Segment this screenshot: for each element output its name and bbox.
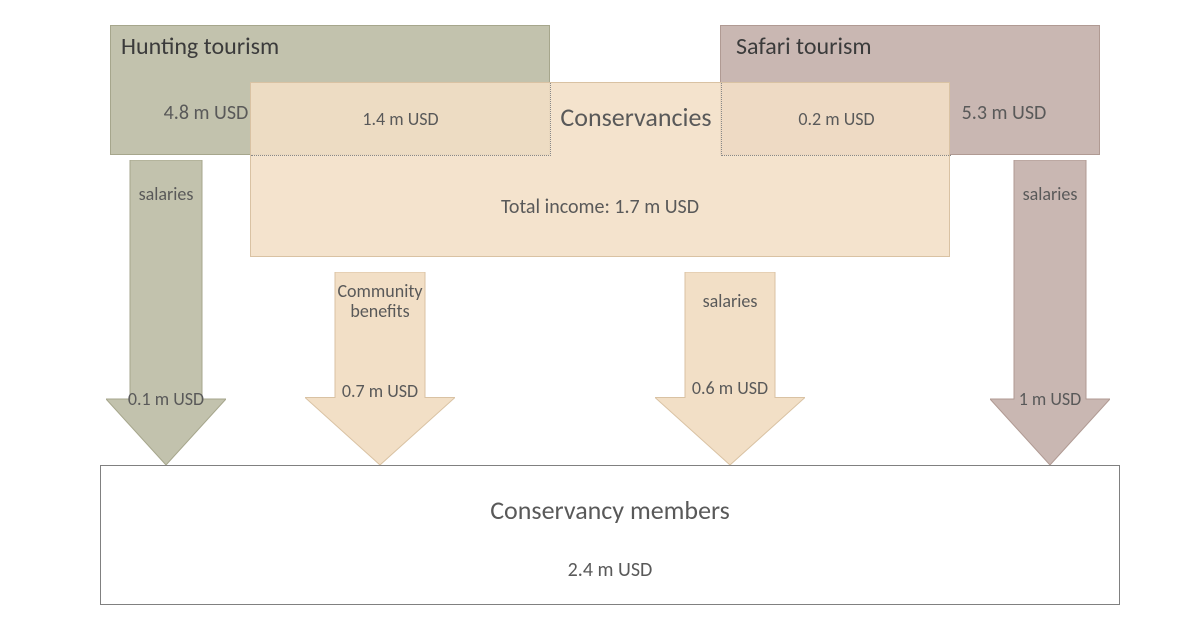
conservancies-box: 1.4 m USD Conservancies 0.2 m USD Total … [250, 82, 950, 257]
members-box: Conservancy members 2.4 m USD [100, 465, 1120, 605]
conservancies-total: Total income: 1.7 m USD [251, 195, 949, 219]
arrow-hunting-salaries-label: salaries [106, 185, 226, 205]
arrow-community-benefits: Community benefits 0.7 m USD [305, 272, 455, 465]
arrow-community-benefits-label: Community benefits [305, 282, 455, 322]
arrow-community-benefits-value: 0.7 m USD [305, 380, 455, 402]
members-value: 2.4 m USD [101, 558, 1119, 582]
conservancies-title: Conservancies [551, 101, 721, 133]
hunting-title: Hunting tourism [121, 32, 279, 61]
arrow-conservancies-salaries-value: 0.6 m USD [655, 377, 805, 399]
arrow-safari-salaries: salaries 1 m USD [990, 160, 1110, 465]
conservancies-from-hunting-value: 1.4 m USD [362, 108, 438, 130]
members-title: Conservancy members [101, 494, 1119, 526]
arrow-safari-salaries-value: 1 m USD [990, 388, 1110, 410]
safari-value: 5.3 m USD [929, 101, 1079, 125]
arrow-conservancies-salaries-label: salaries [655, 292, 805, 312]
arrow-hunting-salaries: salaries 0.1 m USD [106, 160, 226, 465]
arrow-safari-salaries-label: salaries [990, 185, 1110, 205]
diagram-stage: Hunting tourism 4.8 m USD Safari tourism… [0, 0, 1200, 642]
conservancies-from-hunting: 1.4 m USD [251, 83, 551, 156]
safari-title: Safari tourism [736, 32, 872, 61]
arrow-conservancies-salaries: salaries 0.6 m USD [655, 272, 805, 465]
conservancies-from-safari-value: 0.2 m USD [798, 108, 874, 130]
conservancies-from-safari: 0.2 m USD [721, 83, 951, 156]
arrow-hunting-salaries-value: 0.1 m USD [106, 388, 226, 410]
